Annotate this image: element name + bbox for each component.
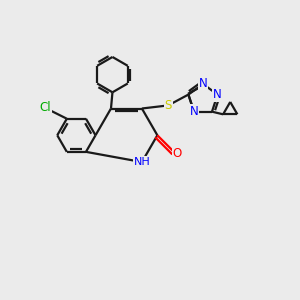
Text: NH: NH <box>134 157 150 167</box>
Text: N: N <box>190 105 198 118</box>
Text: Cl: Cl <box>39 101 51 114</box>
Text: N: N <box>199 77 207 91</box>
Text: O: O <box>173 147 182 160</box>
Text: S: S <box>164 99 172 112</box>
Text: N: N <box>213 88 222 101</box>
